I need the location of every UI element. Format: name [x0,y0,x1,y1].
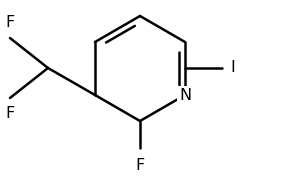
Text: F: F [5,15,15,30]
Text: N: N [179,88,191,102]
Text: F: F [135,158,145,173]
Text: I: I [230,61,235,75]
Text: F: F [5,106,15,121]
